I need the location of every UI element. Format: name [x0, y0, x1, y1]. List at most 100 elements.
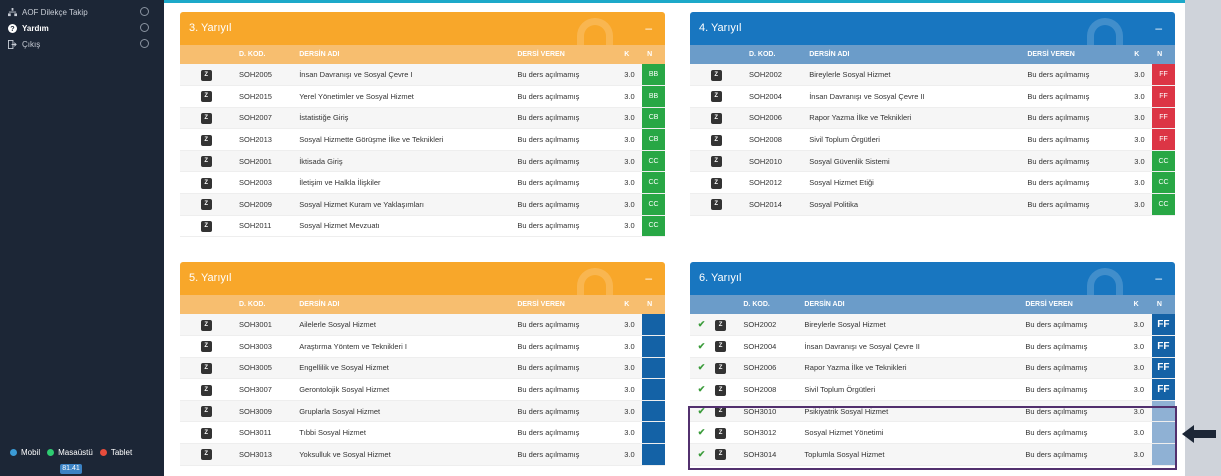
- z-button[interactable]: Z: [200, 362, 212, 374]
- course-credit: 3.0: [619, 314, 643, 337]
- table-row[interactable]: Z SOH3007 Gerontolojik Sosyal Hizmet Bu der…: [180, 378, 665, 401]
- course-code: SOH3010: [738, 400, 800, 423]
- spacer-cell: [180, 150, 199, 173]
- collapse-button[interactable]: –: [645, 21, 652, 35]
- table-row[interactable]: ✔ Z SOH3012 Sosyal Hizmet Yönetimi Bu ders a…: [690, 421, 1175, 445]
- table-row[interactable]: ✔ Z SOH3010 Psikiyatrik Sosyal Hizmet Bu der…: [690, 400, 1175, 423]
- chevron-icon[interactable]: [140, 7, 149, 16]
- table-row[interactable]: Z SOH2001 İktisada Giriş Bu ders açılmamış 3…: [180, 150, 665, 173]
- course-teacher: Bu ders açılmamış: [1022, 64, 1130, 87]
- course-name: Yoksulluk ve Sosyal Hizmet: [294, 443, 513, 466]
- table-row[interactable]: Z SOH3001 Ailelerle Sosyal Hizmet Bu ders a…: [180, 314, 665, 337]
- table-row[interactable]: Z SOH3003 Araştırma Yöntem ve Teknikleri I…: [180, 335, 665, 358]
- z-button[interactable]: Z: [710, 156, 722, 168]
- z-button[interactable]: Z: [710, 112, 722, 124]
- sidebar-item-cikis[interactable]: Çıkış: [0, 36, 164, 52]
- col-header-teacher: DERSİ VEREN: [1022, 45, 1130, 64]
- collapse-button[interactable]: –: [1155, 21, 1162, 35]
- gauge-icon: [1087, 268, 1123, 295]
- z-button[interactable]: Z: [710, 177, 722, 189]
- z-button[interactable]: Z: [200, 156, 212, 168]
- z-button[interactable]: Z: [200, 112, 212, 124]
- course-teacher: Bu ders açılmamış: [1020, 378, 1129, 401]
- logout-icon: [8, 39, 17, 49]
- table-row[interactable]: Z SOH2006 Rapor Yazma İlke ve Teknikleri Bu…: [690, 107, 1175, 130]
- col-header-k: K: [1129, 45, 1153, 64]
- z-button[interactable]: Z: [200, 427, 212, 439]
- table-row[interactable]: Z SOH2009 Sosyal Hizmet Kuram ve Yaklaşıml…: [180, 193, 665, 216]
- z-button[interactable]: Z: [200, 220, 212, 232]
- table-row[interactable]: Z SOH3005 Engellilik ve Sosyal Hizmet Bu de…: [180, 357, 665, 380]
- course-name: Yerel Yönetimler ve Sosyal Hizmet: [294, 85, 513, 108]
- course-code: SOH2008: [743, 128, 805, 151]
- z-button[interactable]: Z: [710, 199, 722, 211]
- course-teacher: Bu ders açılmamış: [1022, 128, 1130, 151]
- sidebar-item-yardim[interactable]: ? Yardım: [0, 20, 164, 36]
- z-button[interactable]: Z: [200, 69, 212, 81]
- z-button[interactable]: Z: [715, 341, 727, 353]
- table-row[interactable]: Z SOH2012 Sosyal Hizmet Etiği Bu ders açılm…: [690, 171, 1175, 195]
- z-button[interactable]: Z: [200, 177, 212, 189]
- course-code: SOH2010: [743, 150, 805, 173]
- course-code: SOH3013: [233, 443, 295, 466]
- collapse-button[interactable]: –: [645, 271, 652, 285]
- table-row[interactable]: Z SOH2014 Sosyal Politika Bu ders açılmamış…: [690, 193, 1175, 216]
- z-button[interactable]: Z: [710, 69, 722, 81]
- table-row[interactable]: Z SOH2013 Sosyal Hizmette Görüşme İlke ve …: [180, 128, 665, 151]
- col-header-teacher: DERSİ VEREN: [512, 295, 620, 314]
- table-row[interactable]: ✔ Z SOH3014 Toplumla Sosyal Hizmet Bu ders a…: [690, 443, 1175, 466]
- table-row[interactable]: Z SOH2007 İstatistiğe Giriş Bu ders açılmam…: [180, 107, 665, 130]
- z-button[interactable]: Z: [715, 427, 727, 439]
- panel-header: 6. Yarıyıl –: [690, 262, 1175, 295]
- table-row[interactable]: Z SOH2005 İnsan Davranışı ve Sosyal Çevre …: [180, 64, 665, 87]
- spacer-cell: [690, 193, 709, 216]
- table-row[interactable]: Z SOH2004 İnsan Davranışı ve Sosyal Çevre …: [690, 85, 1175, 108]
- z-button[interactable]: Z: [200, 134, 212, 146]
- table-row[interactable]: Z SOH3011 Tıbbi Sosyal Hizmet Bu ders açılm…: [180, 421, 665, 445]
- z-button[interactable]: Z: [715, 319, 727, 331]
- course-teacher: Bu ders açılmamış: [512, 193, 620, 216]
- collapse-button[interactable]: –: [1155, 271, 1162, 285]
- sitemap-icon: [8, 7, 17, 16]
- z-button[interactable]: Z: [200, 406, 212, 418]
- table-row[interactable]: Z SOH2010 Sosyal Güvenlik Sistemi Bu ders a…: [690, 150, 1175, 173]
- table-row[interactable]: Z SOH3009 Gruplarla Sosyal Hizmet Bu ders a…: [180, 400, 665, 423]
- course-code: SOH2005: [233, 64, 295, 87]
- z-button[interactable]: Z: [710, 91, 722, 103]
- z-button[interactable]: Z: [200, 319, 212, 331]
- table-row[interactable]: Z SOH3013 Yoksulluk ve Sosyal Hizmet Bu der…: [180, 443, 665, 466]
- course-credit: 3.0: [1129, 85, 1153, 108]
- z-button[interactable]: Z: [715, 406, 727, 418]
- table-row[interactable]: Z SOH2011 Sosyal Hizmet Mevzuatı Bu ders aç…: [180, 215, 665, 238]
- table-row[interactable]: Z SOH2008 Sivil Toplum Örgütleri Bu ders aç…: [690, 128, 1175, 151]
- col-header-teacher: DERSİ VEREN: [512, 45, 620, 64]
- gauge-icon: [1087, 18, 1123, 45]
- course-credit: 3.0: [619, 64, 643, 87]
- course-table: D. KOD. DERSİN ADI DERSİ VEREN K N Z SOH2002 Bi…: [690, 45, 1175, 216]
- grade-badge: CC: [642, 171, 665, 195]
- z-button[interactable]: Z: [200, 449, 212, 461]
- course-teacher: Bu ders açılmamış: [512, 64, 620, 87]
- z-button[interactable]: Z: [715, 384, 727, 396]
- table-row[interactable]: Z SOH2003 İletişim ve Halkla İlişkiler Bu d…: [180, 171, 665, 195]
- z-button[interactable]: Z: [200, 199, 212, 211]
- chevron-icon[interactable]: [140, 39, 149, 48]
- chevron-icon[interactable]: [140, 23, 149, 32]
- z-button[interactable]: Z: [200, 384, 212, 396]
- table-row[interactable]: ✔ Z SOH2004 İnsan Davranışı ve Sosyal Çevre…: [690, 335, 1175, 358]
- sidebar-item-dilekce[interactable]: AOF Dilekçe Takip: [0, 4, 164, 20]
- table-row[interactable]: Z SOH2015 Yerel Yönetimler ve Sosyal Hizme…: [180, 85, 665, 108]
- z-button[interactable]: Z: [715, 449, 727, 461]
- z-button[interactable]: Z: [710, 134, 722, 146]
- z-button[interactable]: Z: [200, 91, 212, 103]
- table-row[interactable]: Z SOH2002 Bireylerle Sosyal Hizmet Bu ders …: [690, 64, 1175, 87]
- z-button[interactable]: Z: [200, 341, 212, 353]
- table-row[interactable]: ✔ Z SOH2006 Rapor Yazma İlke ve Teknikleri B…: [690, 357, 1175, 380]
- table-row[interactable]: ✔ Z SOH2008 Sivil Toplum Örgütleri Bu ders a…: [690, 378, 1175, 401]
- z-button[interactable]: Z: [715, 362, 727, 374]
- col-header-name: DERSİN ADI: [294, 45, 513, 64]
- course-table: D. KOD. DERSİN ADI DERSİ VEREN K N Z SOH2005 İn…: [180, 45, 665, 238]
- spacer-cell: [180, 193, 199, 216]
- table-row[interactable]: ✔ Z SOH2002 Bireylerle Sosyal Hizmet Bu ders…: [690, 314, 1175, 337]
- grade-badge: CB: [642, 107, 665, 130]
